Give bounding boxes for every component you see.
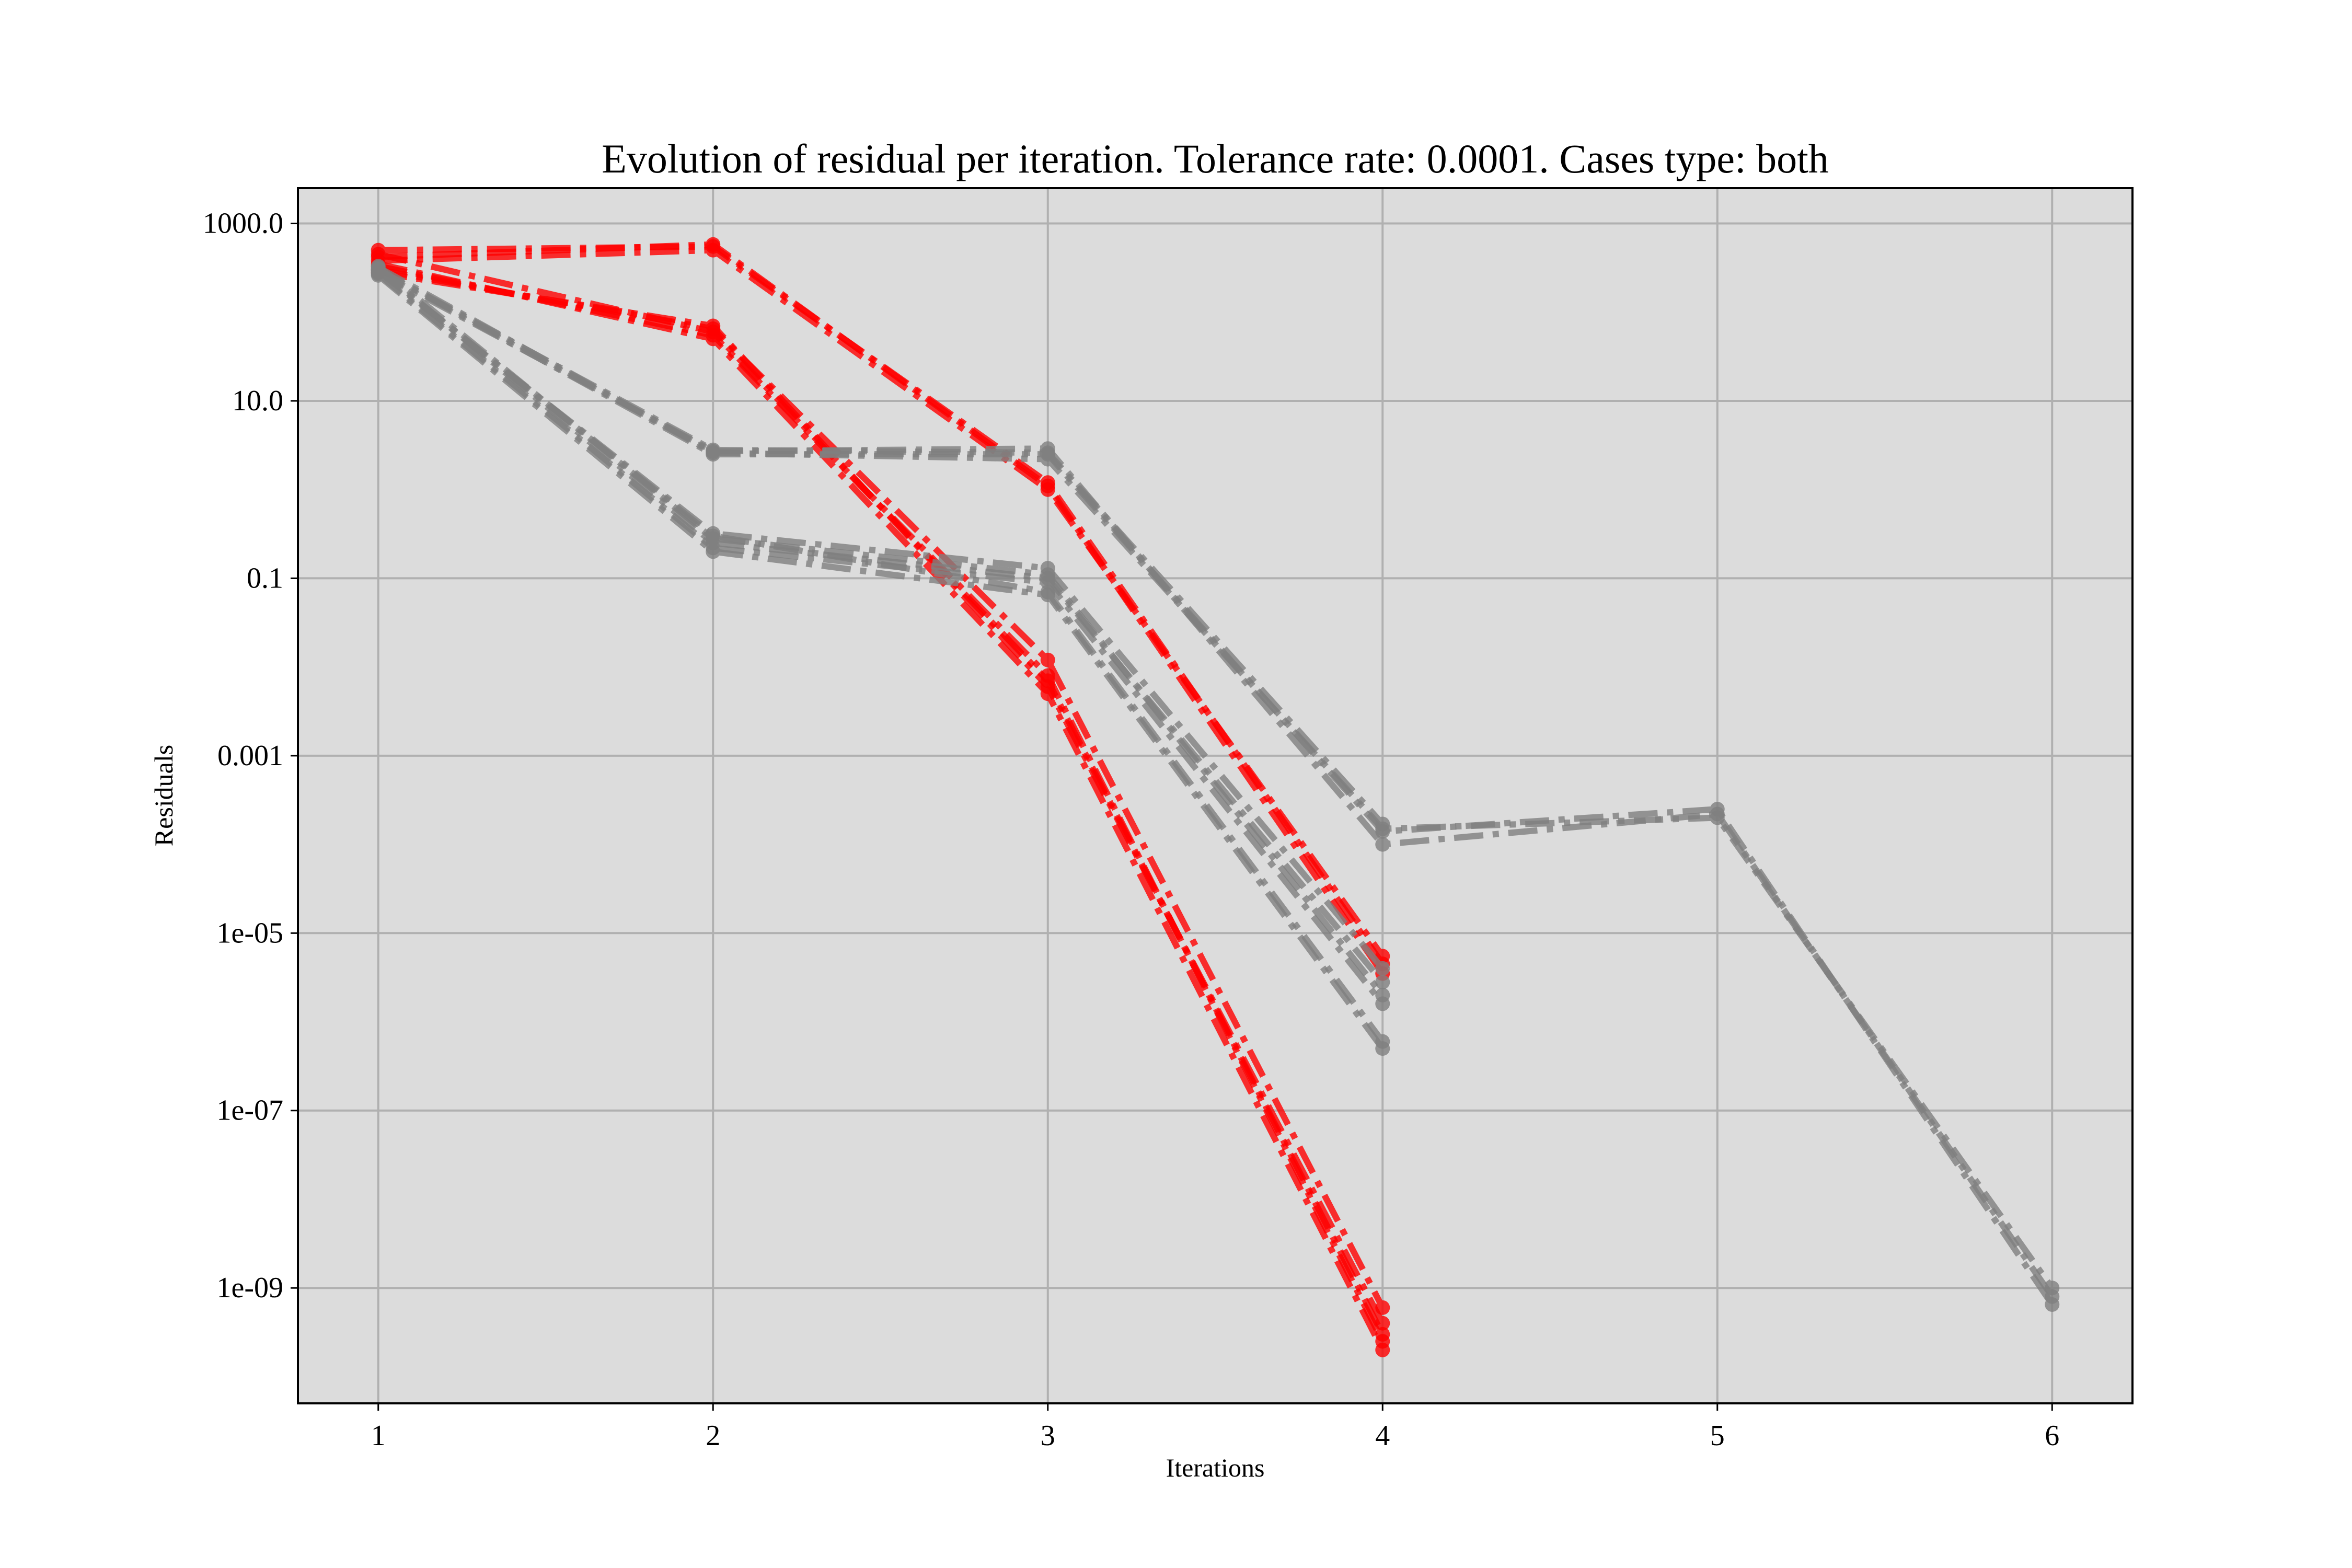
data-point: [1375, 1041, 1390, 1056]
data-point: [1710, 802, 1725, 817]
data-point: [706, 324, 721, 339]
series-18: [371, 259, 1390, 1002]
data-point: [706, 243, 721, 258]
series-line: [378, 241, 1386, 976]
y-tick-label: 1e-07: [216, 1094, 283, 1127]
x-tick-label: 4: [1375, 1420, 1390, 1452]
chart-title: Evolution of residual per iteration. Tol…: [602, 136, 1829, 181]
data-point: [1375, 837, 1390, 852]
y-axis-label: Residuals: [149, 745, 178, 846]
series-line: [378, 247, 1386, 958]
y-tick-label: 1e-09: [216, 1272, 283, 1304]
series-line: [376, 270, 2055, 1299]
data-point: [706, 531, 721, 546]
series-line: [376, 269, 1385, 971]
y-tick-label: 1000.0: [203, 207, 283, 240]
series-line: [376, 267, 2055, 1307]
data-point: [1375, 975, 1390, 990]
axis-ticks: 1 2 3 4 5 6 1000.0 10.0 0.1 0.001 1e-05 1e-07 1e-09: [203, 207, 2059, 1452]
series-line: [377, 261, 1386, 1352]
series-layer: [371, 237, 2060, 1357]
data-point: [1375, 824, 1390, 839]
y-tick-label: 10.0: [232, 385, 283, 417]
series-8: [371, 247, 1390, 1342]
data-point: [1040, 482, 1055, 497]
x-tick-label: 6: [2045, 1420, 2059, 1452]
x-axis-label: Iterations: [1166, 1453, 1265, 1482]
series-line: [376, 264, 2055, 1290]
series-line: [376, 266, 1385, 984]
data-point: [706, 544, 721, 559]
y-tick-label: 0.001: [217, 740, 283, 772]
plot-frame: [297, 187, 2134, 1404]
data-point: [371, 247, 386, 262]
data-point: [2045, 1297, 2060, 1312]
grid: [298, 188, 2132, 1403]
data-point: [706, 447, 721, 462]
data-point: [371, 259, 386, 274]
series-line: [377, 251, 1386, 1336]
y-tick-label: 0.1: [247, 562, 283, 594]
data-point: [1040, 567, 1055, 582]
x-tick-label: 5: [1710, 1420, 1725, 1452]
data-point: [1375, 1327, 1390, 1342]
series-line: [376, 271, 1385, 1006]
series-line: [376, 273, 1386, 1051]
data-point: [1375, 1316, 1390, 1331]
data-point: [1375, 961, 1390, 976]
x-tick-label: 2: [706, 1420, 720, 1452]
y-tick-label: 1e-05: [216, 917, 283, 949]
data-point: [1375, 1342, 1390, 1357]
series-line: [376, 263, 1385, 997]
data-point: [1040, 652, 1055, 667]
data-point: [1040, 673, 1055, 688]
data-point: [1375, 987, 1390, 1002]
data-point: [1040, 587, 1055, 603]
x-tick-label: 3: [1041, 1420, 1055, 1452]
data-point: [1040, 447, 1055, 462]
series-12: [371, 262, 2060, 1312]
x-tick-label: 1: [371, 1420, 386, 1452]
